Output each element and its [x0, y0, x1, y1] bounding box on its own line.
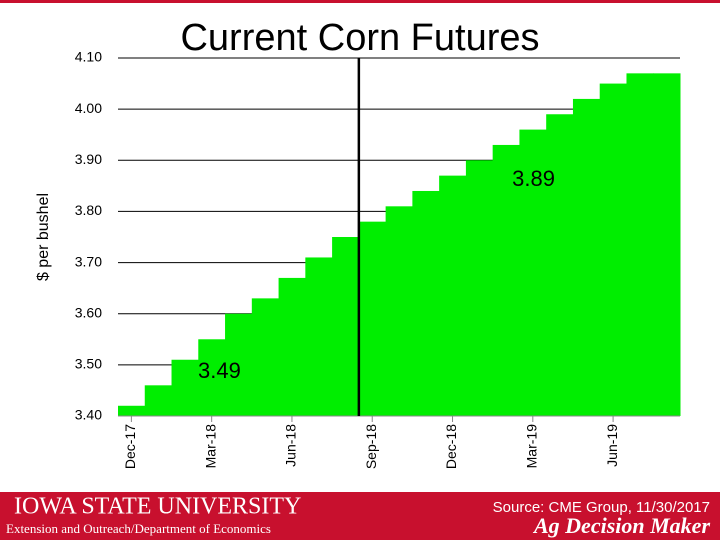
step	[465, 160, 494, 416]
source-note: Source: CME Group, 11/30/2017	[493, 499, 710, 516]
step	[439, 175, 467, 416]
step	[198, 339, 226, 416]
x-tick-label: Sep-18	[363, 424, 379, 469]
university-name: IOWA STATE UNIVERSITY	[14, 494, 301, 520]
y-axis-label: $ per bushel	[35, 193, 52, 281]
y-tick-label: 4.00	[75, 100, 102, 116]
step	[492, 144, 520, 416]
top-rule	[0, 0, 720, 3]
step	[332, 237, 360, 416]
step	[519, 129, 547, 416]
footer-band	[0, 492, 720, 540]
y-tick-label: 3.90	[75, 151, 102, 167]
step	[251, 298, 280, 416]
step	[385, 206, 413, 416]
x-tick-label: Jun-18	[283, 424, 299, 467]
x-tick-label: Mar-19	[524, 424, 540, 469]
y-tick-label: 4.10	[75, 49, 102, 65]
x-tick-label: Jun-19	[604, 424, 620, 467]
step	[653, 73, 681, 416]
y-tick-label: 3.80	[75, 202, 102, 218]
y-tick-label: 3.70	[75, 253, 102, 269]
annotation: 3.49	[198, 358, 241, 383]
y-tick-label: 3.50	[75, 356, 102, 372]
department: Extension and Outreach/Department of Eco…	[6, 521, 271, 536]
plot: Dec-17 Mar-18 Jun-18 Sep-18 Dec-18 Mar-19 Jun-…	[75, 49, 681, 469]
brand: Ag Decision Maker	[532, 513, 710, 538]
step	[278, 277, 306, 416]
step	[412, 190, 440, 416]
x-tick-label: Mar-18	[202, 424, 218, 469]
annotation: 3.89	[512, 166, 555, 191]
step	[225, 313, 253, 416]
overlay: Dec-17 Mar-18 Jun-18 Sep-18 Dec-18 Mar-19 Jun-…	[118, 58, 680, 469]
step	[572, 98, 601, 417]
chart-title: Current Corn Futures	[180, 17, 539, 59]
step	[599, 83, 627, 417]
y-tick-label: 3.40	[75, 407, 102, 423]
step	[626, 73, 654, 416]
step	[546, 114, 574, 416]
x-tick-label: Dec-18	[443, 424, 459, 469]
x-tick-label: Dec-17	[122, 424, 138, 469]
step	[358, 221, 387, 416]
step	[144, 385, 173, 416]
y-tick-label: 3.60	[75, 304, 102, 320]
steps	[118, 73, 681, 417]
step	[171, 359, 199, 416]
step	[305, 257, 333, 416]
step	[118, 405, 146, 416]
